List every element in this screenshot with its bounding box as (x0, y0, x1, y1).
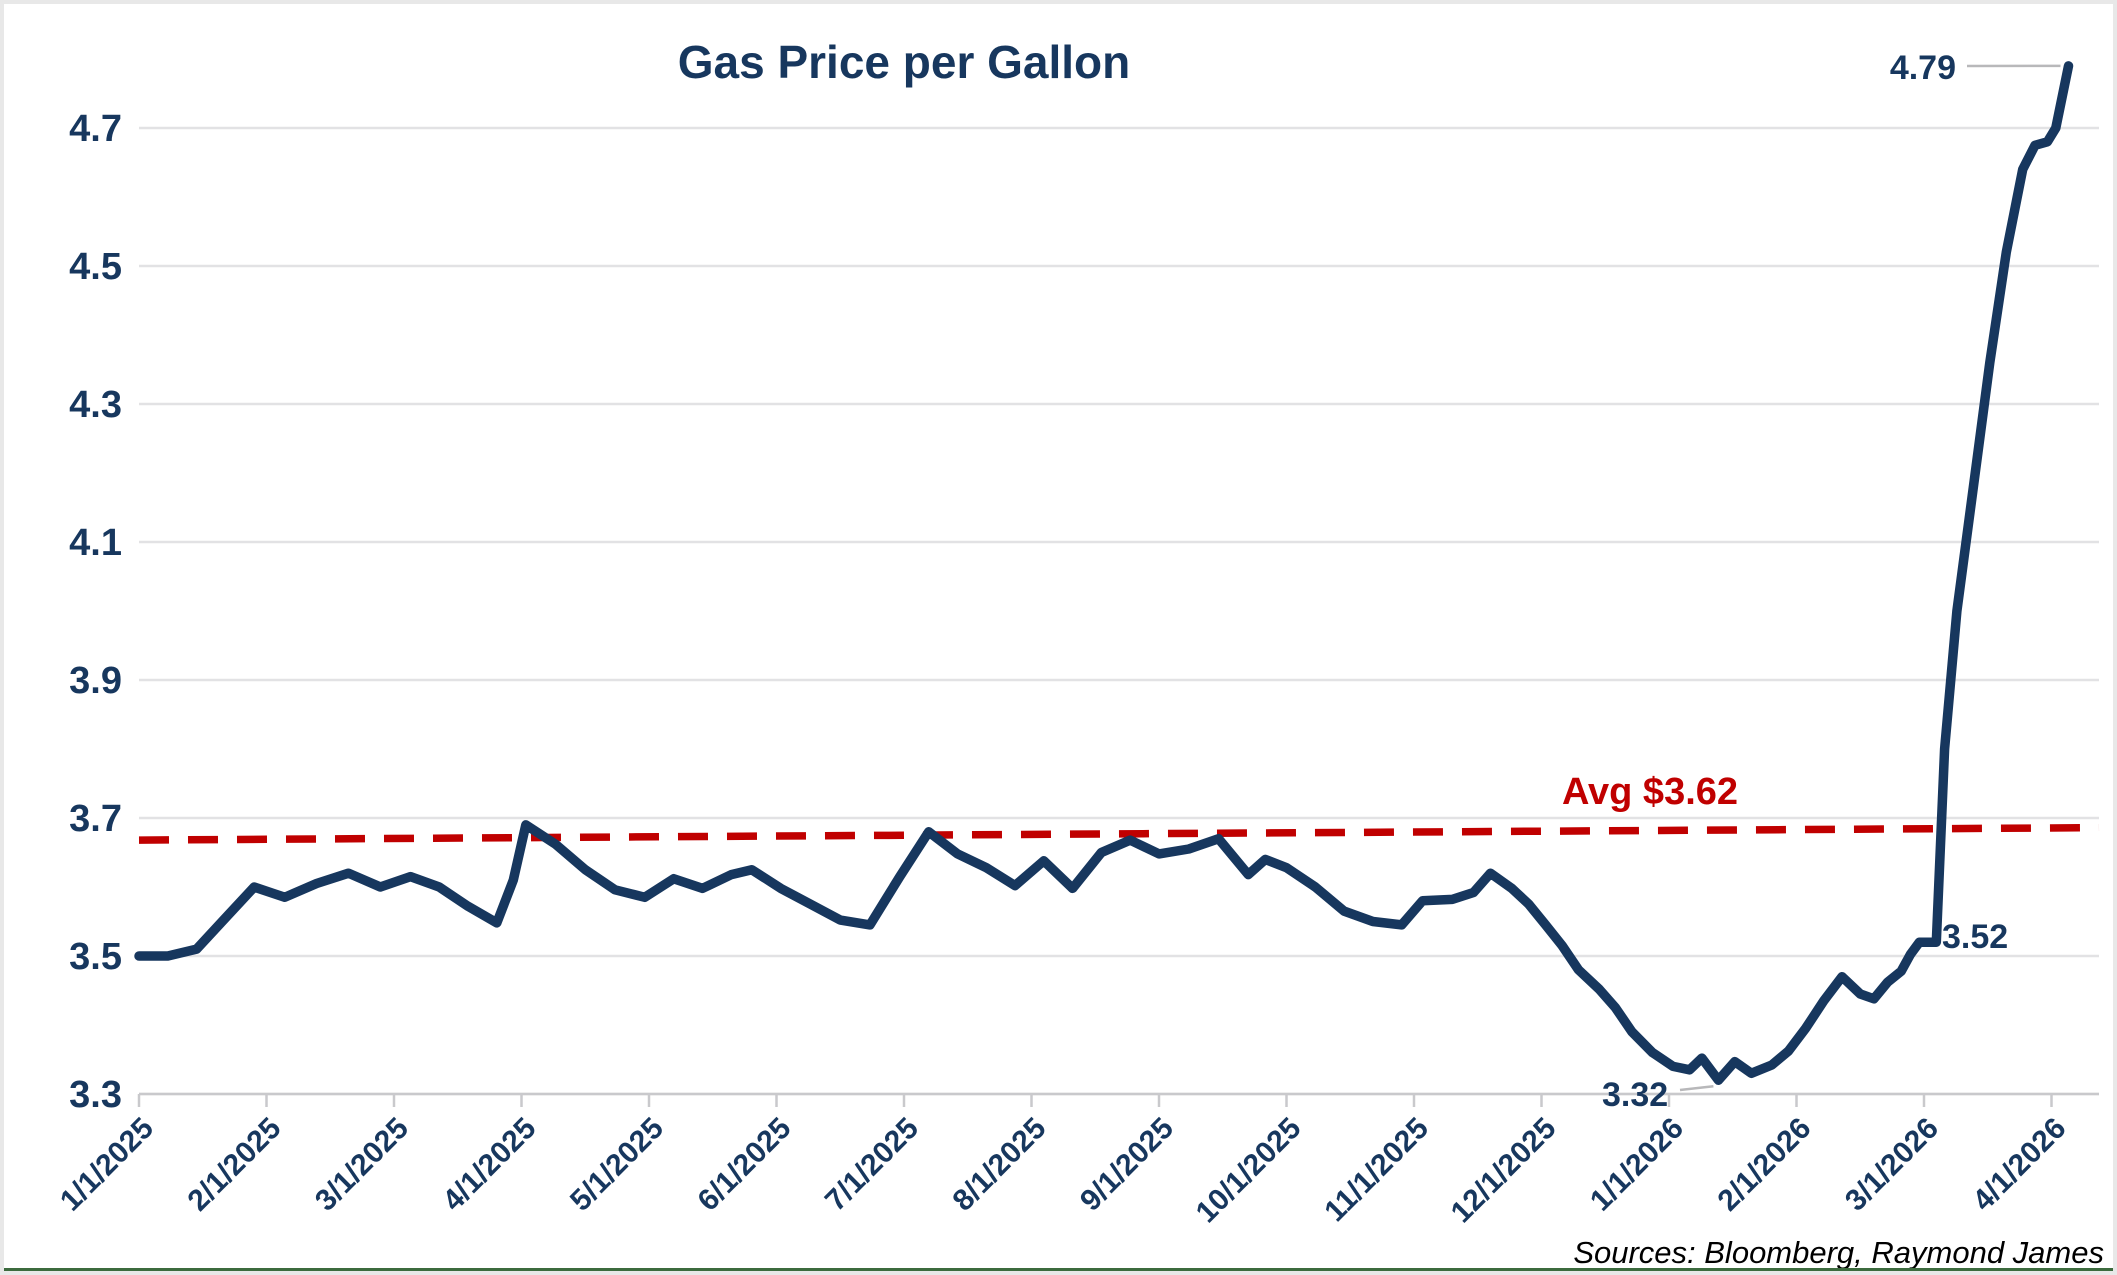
x-tick-label: 12/1/2025 (1445, 1112, 1563, 1230)
x-tick-label: 7/1/2025 (819, 1112, 925, 1218)
gas-price-chart: 3.33.53.73.94.14.34.54.7 1/1/2025 2/1/202… (54, 36, 2104, 1270)
annotations: 4.79 3.52 3.32 (1602, 49, 2061, 1114)
price-line (134, 61, 2074, 1085)
x-tick-label: 4/1/2026 (1967, 1112, 2073, 1218)
y-axis-labels: 3.3 3.5 3.7 3.9 4.1 4.3 4.5 4.7 (69, 108, 122, 1116)
gridlines (139, 126, 2099, 1096)
annotation-479: 4.79 (1890, 49, 1956, 87)
x-tick-label: 9/1/2025 (1074, 1112, 1180, 1218)
x-tick-label: 6/1/2025 (692, 1112, 798, 1218)
y-tick-label: 3.7 (69, 798, 122, 840)
x-tick-label: 10/1/2025 (1190, 1112, 1308, 1230)
y-tick-label: 3.5 (69, 936, 122, 978)
y-tick-label: 4.7 (69, 108, 122, 150)
x-tick-label: 2/1/2025 (182, 1112, 288, 1218)
y-tick-label: 4.1 (69, 522, 122, 564)
x-tick-label: 2/1/2026 (1712, 1112, 1818, 1218)
y-tick-label: 4.5 (69, 246, 122, 288)
source-note: Sources: Bloomberg, Raymond James (1573, 1235, 2104, 1270)
leader-line-332 (1679, 1084, 1714, 1092)
x-axis (137, 1092, 2099, 1107)
x-tick-label: 11/1/2025 (1318, 1112, 1435, 1229)
y-tick-label: 3.3 (69, 1074, 122, 1116)
average-dashed-line (138, 823, 2100, 844)
annotation-352: 3.52 (1942, 918, 2008, 956)
x-tick-label: 1/1/2025 (54, 1112, 160, 1218)
y-tick-label: 4.3 (69, 384, 122, 426)
y-tick-label: 3.9 (69, 660, 122, 702)
x-tick-label: 4/1/2025 (437, 1112, 543, 1218)
x-axis-labels: 1/1/2025 2/1/2025 3/1/2025 4/1/2025 5/1/2025… (54, 1112, 2072, 1230)
annotation-332: 3.32 (1602, 1076, 1668, 1114)
x-tick-label: 1/1/2026 (1584, 1112, 1690, 1218)
x-tick-label: 8/1/2025 (947, 1112, 1053, 1218)
average-line-label: Avg $3.62 (1562, 771, 1738, 813)
x-tick-label: 3/1/2026 (1839, 1112, 1945, 1218)
x-tick-label: 3/1/2025 (309, 1112, 415, 1218)
chart-title: Gas Price per Gallon (678, 36, 1131, 88)
window-bottom-border (4, 1268, 2113, 1271)
x-tick-label: 5/1/2025 (564, 1112, 670, 1218)
